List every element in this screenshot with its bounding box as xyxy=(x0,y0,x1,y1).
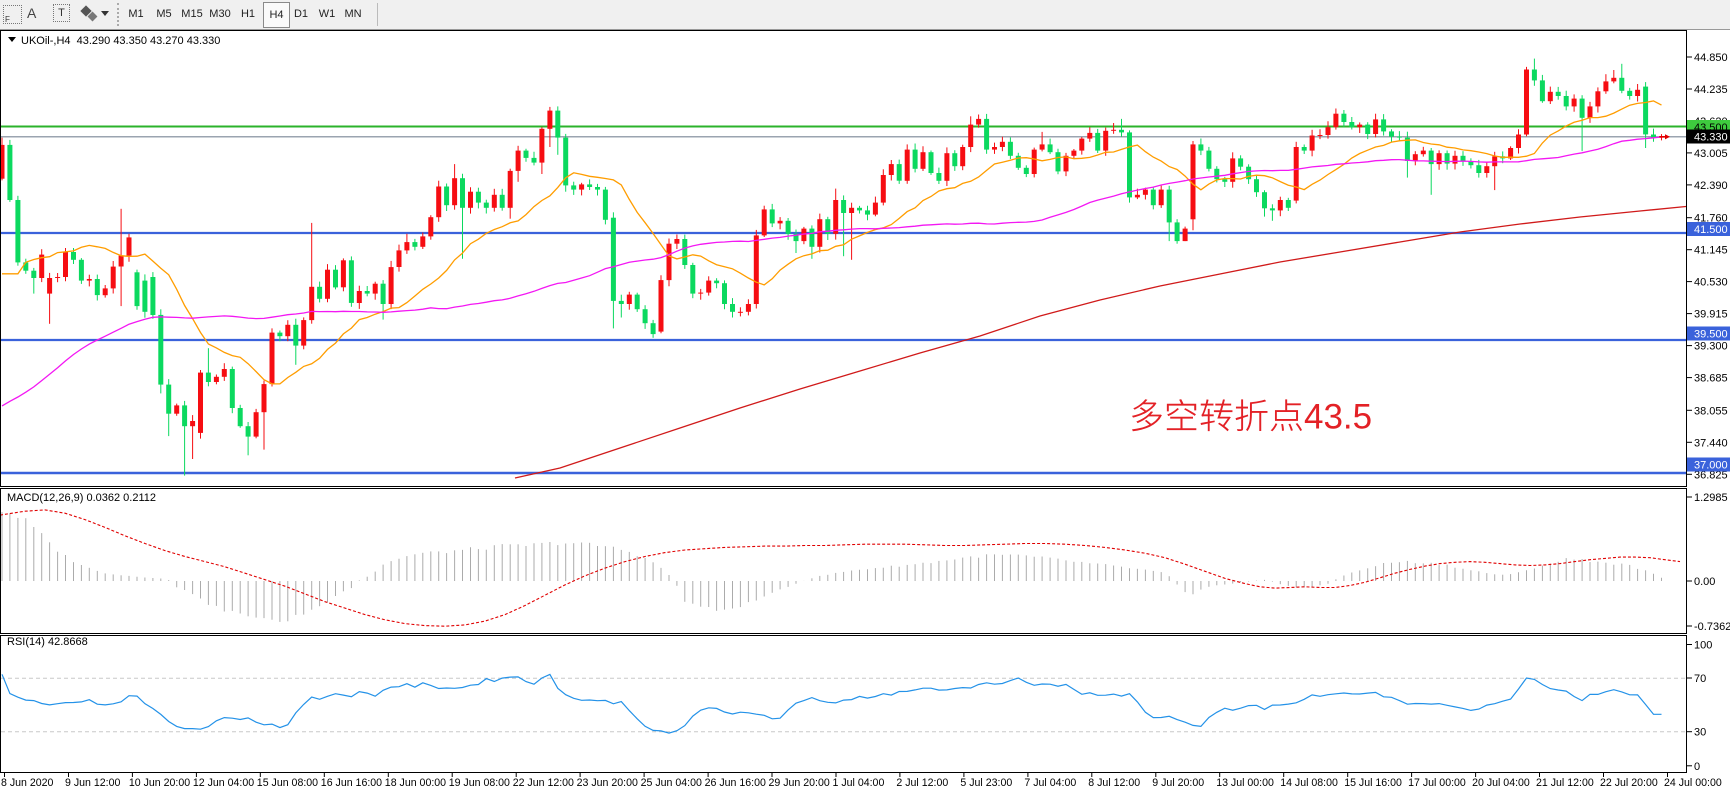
svg-text:43.005: 43.005 xyxy=(1694,148,1728,160)
svg-text:13 Jul 00:00: 13 Jul 00:00 xyxy=(1216,777,1274,789)
svg-text:2 Jul 12:00: 2 Jul 12:00 xyxy=(896,777,948,789)
svg-text:39.915: 39.915 xyxy=(1694,309,1728,321)
svg-text:41.500: 41.500 xyxy=(1694,224,1728,236)
svg-text:22 Jun 12:00: 22 Jun 12:00 xyxy=(513,777,574,789)
svg-text:MACD(12,26,9) 0.0362 0.2112: MACD(12,26,9) 0.0362 0.2112 xyxy=(7,492,156,504)
svg-text:24 Jul 00:00: 24 Jul 00:00 xyxy=(1664,777,1722,789)
svg-text:44.235: 44.235 xyxy=(1694,84,1728,96)
svg-text:0: 0 xyxy=(1694,761,1700,773)
svg-text:18 Jun 00:00: 18 Jun 00:00 xyxy=(385,777,446,789)
svg-text:0.00: 0.00 xyxy=(1694,576,1715,588)
svg-text:100: 100 xyxy=(1694,640,1712,652)
svg-text:12 Jun 04:00: 12 Jun 04:00 xyxy=(193,777,254,789)
svg-text:9 Jun 12:00: 9 Jun 12:00 xyxy=(65,777,120,789)
svg-text:21 Jul 12:00: 21 Jul 12:00 xyxy=(1536,777,1594,789)
svg-text:39.300: 39.300 xyxy=(1694,341,1728,353)
svg-text:14 Jul 08:00: 14 Jul 08:00 xyxy=(1280,777,1338,789)
svg-text:7 Jul 04:00: 7 Jul 04:00 xyxy=(1024,777,1076,789)
svg-text:39.500: 39.500 xyxy=(1694,329,1728,341)
svg-text:10 Jun 20:00: 10 Jun 20:00 xyxy=(129,777,190,789)
svg-text:41.760: 41.760 xyxy=(1694,213,1728,225)
svg-text:22 Jul 20:00: 22 Jul 20:00 xyxy=(1600,777,1658,789)
svg-text:17 Jul 00:00: 17 Jul 00:00 xyxy=(1408,777,1466,789)
svg-text:8 Jun 2020: 8 Jun 2020 xyxy=(1,777,54,789)
svg-text:9 Jul 20:00: 9 Jul 20:00 xyxy=(1152,777,1204,789)
svg-text:40.530: 40.530 xyxy=(1694,277,1728,289)
svg-text:43.5: 43.5 xyxy=(1304,398,1372,437)
svg-text:16 Jun 16:00: 16 Jun 16:00 xyxy=(321,777,382,789)
svg-text:15 Jun 08:00: 15 Jun 08:00 xyxy=(257,777,318,789)
svg-text:30: 30 xyxy=(1694,727,1706,739)
svg-text:15 Jul 16:00: 15 Jul 16:00 xyxy=(1344,777,1402,789)
svg-text:42.390: 42.390 xyxy=(1694,180,1728,192)
svg-text:41.145: 41.145 xyxy=(1694,245,1728,257)
svg-text:5 Jul 23:00: 5 Jul 23:00 xyxy=(960,777,1012,789)
svg-text:38.055: 38.055 xyxy=(1694,405,1728,417)
svg-text:RSI(14) 42.8668: RSI(14) 42.8668 xyxy=(7,636,88,648)
svg-text:37.000: 37.000 xyxy=(1694,460,1728,472)
svg-text:26 Jun 16:00: 26 Jun 16:00 xyxy=(705,777,766,789)
svg-text:20 Jul 04:00: 20 Jul 04:00 xyxy=(1472,777,1530,789)
svg-text:23 Jun 20:00: 23 Jun 20:00 xyxy=(577,777,638,789)
svg-text:29 Jun 20:00: 29 Jun 20:00 xyxy=(769,777,830,789)
svg-text:37.440: 37.440 xyxy=(1694,437,1728,449)
svg-text:-0.7362: -0.7362 xyxy=(1694,621,1730,633)
svg-text:19 Jun 08:00: 19 Jun 08:00 xyxy=(449,777,510,789)
svg-text:8 Jul 12:00: 8 Jul 12:00 xyxy=(1088,777,1140,789)
svg-text:36.825: 36.825 xyxy=(1694,469,1728,481)
svg-text:UKOil-,H4 43.290 43.350 43.27: UKOil-,H4 43.290 43.350 43.270 43.330 xyxy=(21,35,220,47)
svg-text:1.2985: 1.2985 xyxy=(1694,492,1728,504)
svg-text:25 Jun 04:00: 25 Jun 04:00 xyxy=(641,777,702,789)
svg-text:70: 70 xyxy=(1694,673,1706,685)
svg-text:38.685: 38.685 xyxy=(1694,373,1728,385)
svg-text:1 Jul 04:00: 1 Jul 04:00 xyxy=(833,777,885,789)
svg-text:43.330: 43.330 xyxy=(1694,132,1728,144)
svg-text:44.850: 44.850 xyxy=(1694,52,1728,64)
